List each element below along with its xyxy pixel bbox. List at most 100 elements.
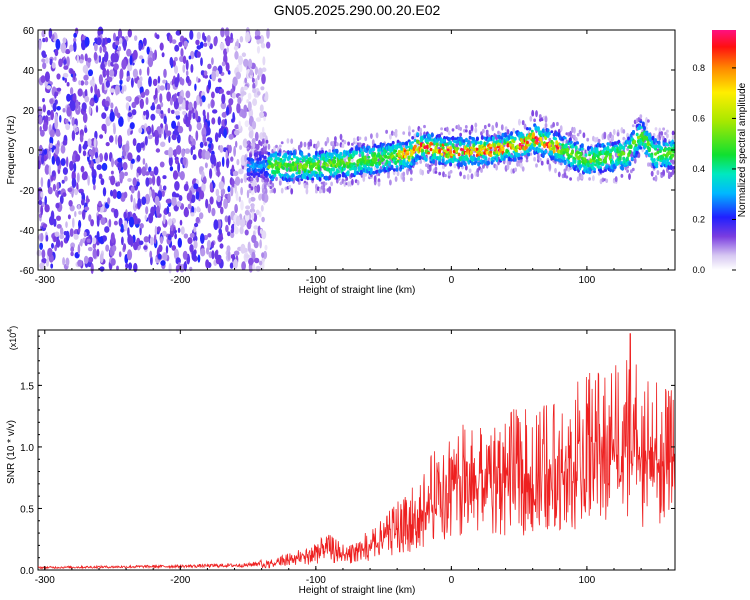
heatmap-signal-cell bbox=[564, 143, 568, 147]
heatmap-halo-cell bbox=[409, 168, 413, 175]
heatmap-signal-cell bbox=[573, 157, 577, 161]
heatmap-signal-cell bbox=[295, 171, 299, 175]
colorbar-tick-label: 0.4 bbox=[692, 164, 705, 174]
heatmap-noise-cell bbox=[160, 260, 166, 266]
heatmap-halo-cell bbox=[316, 140, 320, 148]
heatmap-noise-cell bbox=[95, 105, 99, 113]
heatmap-noise-cell bbox=[81, 198, 85, 206]
heatmap-noise-cell bbox=[175, 30, 182, 36]
heatmap-noise-cell bbox=[240, 243, 246, 254]
heatmap-noise-cell bbox=[92, 248, 98, 259]
heatmap-noise-cell bbox=[229, 262, 234, 269]
heatmap-halo-cell bbox=[248, 183, 252, 189]
heatmap-halo-cell bbox=[523, 123, 527, 130]
heatmap-halo-cell bbox=[654, 127, 658, 131]
y-tick-label: 40 bbox=[23, 66, 35, 77]
heatmap-noise-cell bbox=[195, 191, 200, 200]
heatmap-signal-cell bbox=[564, 145, 568, 149]
heatmap-halo-cell bbox=[470, 124, 474, 131]
heatmap-noise-cell bbox=[110, 102, 114, 109]
heatmap-halo-cell bbox=[278, 180, 282, 186]
heatmap-noise-cell bbox=[210, 241, 215, 249]
heatmap-noise-cell bbox=[196, 31, 201, 40]
heatmap-noise-cell bbox=[253, 225, 259, 230]
heatmap-noise-cell bbox=[192, 112, 196, 120]
heatmap-noise-cell bbox=[84, 36, 90, 47]
heatmap-noise-cell bbox=[69, 228, 74, 237]
colorbar-label: Normalized spectral amplitude bbox=[737, 82, 748, 217]
heatmap-noise-cell bbox=[261, 73, 266, 85]
heatmap-noise-cell bbox=[214, 132, 219, 143]
x-tick-label: 0 bbox=[449, 275, 455, 286]
heatmap-signal-cell bbox=[422, 151, 426, 157]
heatmap-noise-cell bbox=[73, 41, 77, 53]
heatmap-noise-cell bbox=[78, 219, 82, 229]
heatmap-halo-cell bbox=[612, 128, 616, 136]
heatmap-noise-cell bbox=[42, 62, 47, 70]
heatmap-signal-cell bbox=[385, 159, 389, 164]
heatmap-noise-cell bbox=[65, 257, 70, 267]
heatmap-noise-cell bbox=[49, 215, 55, 226]
heatmap-halo-cell bbox=[280, 187, 284, 194]
heatmap-noise-cell bbox=[193, 207, 197, 214]
heatmap-signal-cell bbox=[369, 148, 373, 153]
heatmap-signal-cell bbox=[272, 153, 276, 158]
heatmap-noise-cell bbox=[184, 148, 191, 154]
heatmap-noise-cell bbox=[49, 98, 54, 104]
heatmap-noise-cell bbox=[62, 167, 68, 175]
heatmap-signal-cell bbox=[643, 125, 646, 131]
heatmap-signal-cell bbox=[596, 142, 600, 148]
heatmap-noise-cell bbox=[132, 49, 138, 60]
heatmap-noise-cell bbox=[92, 175, 96, 186]
heatmap-noise-cell bbox=[88, 105, 92, 115]
heatmap-noise-cell bbox=[50, 109, 54, 121]
heatmap-noise-cell bbox=[136, 168, 141, 174]
heatmap-noise-cell bbox=[220, 206, 224, 215]
heatmap-signal-cell bbox=[443, 138, 446, 142]
heatmap-noise-cell bbox=[211, 250, 215, 260]
heatmap-noise-cell bbox=[262, 126, 265, 134]
heatmap-noise-cell bbox=[226, 47, 229, 53]
heatmap-signal-cell bbox=[532, 146, 535, 151]
heatmap-noise-cell bbox=[248, 264, 253, 273]
heatmap-noise-cell bbox=[171, 245, 177, 251]
heatmap-noise-cell bbox=[105, 142, 110, 147]
heatmap-noise-cell bbox=[139, 86, 144, 93]
heatmap-noise-cell bbox=[38, 199, 43, 206]
heatmap-halo-cell bbox=[544, 116, 548, 123]
heatmap-signal-cell bbox=[578, 159, 582, 165]
heatmap-signal-cell bbox=[429, 147, 433, 152]
heatmap-noise-cell bbox=[90, 263, 94, 275]
heatmap-halo-cell bbox=[447, 130, 451, 136]
heatmap-noise-cell bbox=[133, 241, 138, 251]
heatmap-signal-cell bbox=[357, 168, 361, 172]
heatmap-noise-cell bbox=[138, 55, 144, 60]
heatmap-signal-cell bbox=[257, 165, 261, 169]
heatmap-noise-cell bbox=[252, 88, 257, 94]
heatmap-noise-cell bbox=[231, 164, 235, 174]
heatmap-signal-cell bbox=[338, 173, 342, 178]
heatmap-noise-cell bbox=[240, 199, 244, 211]
heatmap-noise-cell bbox=[147, 57, 154, 68]
heatmap-halo-cell bbox=[322, 181, 326, 188]
heatmap-signal-cell bbox=[635, 132, 639, 137]
heatmap-noise-cell bbox=[182, 64, 186, 73]
heatmap-signal-cell bbox=[654, 138, 657, 143]
heatmap-signal-cell bbox=[310, 168, 313, 172]
heatmap-signal-cell bbox=[260, 175, 263, 179]
heatmap-signal-cell bbox=[314, 166, 318, 170]
heatmap-noise-cell bbox=[63, 175, 68, 182]
heatmap-noise-cell bbox=[182, 250, 188, 260]
heatmap-noise-cell bbox=[188, 101, 193, 111]
heatmap-noise-cell bbox=[87, 138, 92, 147]
heatmap-noise-cell bbox=[185, 112, 188, 124]
heatmap-noise-cell bbox=[41, 58, 46, 63]
heatmap-signal-cell bbox=[632, 130, 635, 134]
heatmap-noise-cell bbox=[82, 150, 87, 157]
heatmap-noise-cell bbox=[180, 226, 185, 235]
heatmap-signal-cell bbox=[388, 162, 392, 167]
heatmap-noise-cell bbox=[168, 218, 173, 226]
heatmap-noise-cell bbox=[219, 243, 224, 249]
heatmap-noise-cell bbox=[62, 257, 66, 266]
heatmap-noise-cell bbox=[159, 42, 164, 51]
